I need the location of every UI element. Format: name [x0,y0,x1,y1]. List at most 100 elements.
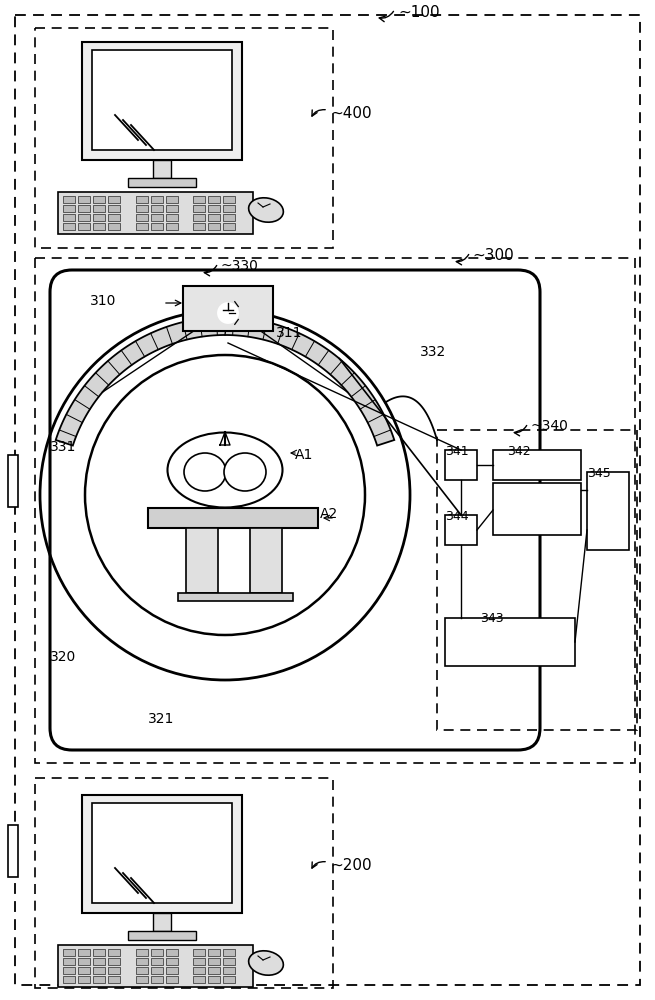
Ellipse shape [224,453,266,491]
Text: ~400: ~400 [330,106,371,121]
Bar [151,214,163,221]
Bar [208,958,220,965]
Text: ~100: ~100 [398,5,440,20]
Bar [223,967,235,974]
Bar [63,214,75,221]
Bar [108,958,120,965]
Bar [153,913,171,931]
Bar [223,976,235,983]
Text: ~300: ~300 [472,248,514,263]
Circle shape [218,303,238,323]
Bar [151,958,163,965]
Bar [136,223,148,230]
Bar [82,42,242,160]
Bar [35,28,333,248]
Bar [58,192,253,234]
Bar [78,976,90,983]
Bar [136,976,148,983]
Bar [108,949,120,956]
Bar [93,196,105,203]
Bar [8,455,18,507]
Bar [223,949,235,956]
Bar [108,196,120,203]
Bar [151,223,163,230]
Bar [208,976,220,983]
Bar [223,196,235,203]
Bar [82,795,242,913]
Bar [208,949,220,956]
Bar [208,223,220,230]
Bar [153,160,171,178]
Bar [128,178,196,187]
Bar [183,286,273,331]
Bar [193,958,205,965]
Text: A2: A2 [320,507,338,521]
Bar [250,528,282,593]
Text: 341: 341 [445,445,468,458]
Polygon shape [56,317,394,446]
Bar [58,945,253,987]
Bar [151,967,163,974]
Bar [166,196,178,203]
Bar [136,949,148,956]
Text: 332: 332 [420,345,446,359]
Bar [108,205,120,212]
Bar [63,196,75,203]
Bar [445,515,477,545]
Bar [63,949,75,956]
Bar [445,618,575,666]
Bar [166,958,178,965]
Bar [63,976,75,983]
Bar [166,949,178,956]
Bar [166,214,178,221]
Bar [193,949,205,956]
Bar [208,967,220,974]
Bar [78,967,90,974]
Bar [151,949,163,956]
Bar [93,967,105,974]
Bar [208,214,220,221]
Bar [587,472,629,550]
Bar [63,958,75,965]
Bar [93,976,105,983]
Bar [193,196,205,203]
Bar [136,958,148,965]
Bar [108,223,120,230]
Bar [78,949,90,956]
Bar [193,976,205,983]
Text: 344: 344 [445,510,468,523]
Bar [93,214,105,221]
Bar [186,528,218,593]
Bar [93,205,105,212]
Bar [108,976,120,983]
Text: A1: A1 [295,448,313,462]
Bar [437,430,637,730]
Bar [493,483,581,535]
Bar [193,967,205,974]
Bar [35,778,333,988]
Ellipse shape [168,432,282,508]
Bar [136,967,148,974]
Bar [445,450,477,480]
Bar [63,223,75,230]
Text: 321: 321 [148,712,174,726]
Bar [92,50,232,150]
Bar [78,958,90,965]
Text: 320: 320 [50,650,76,664]
Text: 343: 343 [480,612,504,625]
Bar [166,223,178,230]
Bar [136,196,148,203]
Text: ~330: ~330 [220,259,258,273]
Bar [108,967,120,974]
Bar [108,214,120,221]
FancyBboxPatch shape [50,270,540,750]
Ellipse shape [249,198,284,222]
Bar [148,508,318,528]
Text: 310: 310 [90,294,117,308]
Bar [193,214,205,221]
Bar [151,196,163,203]
Bar [63,205,75,212]
Bar [493,450,581,480]
Bar [151,205,163,212]
Text: 311: 311 [276,326,303,340]
